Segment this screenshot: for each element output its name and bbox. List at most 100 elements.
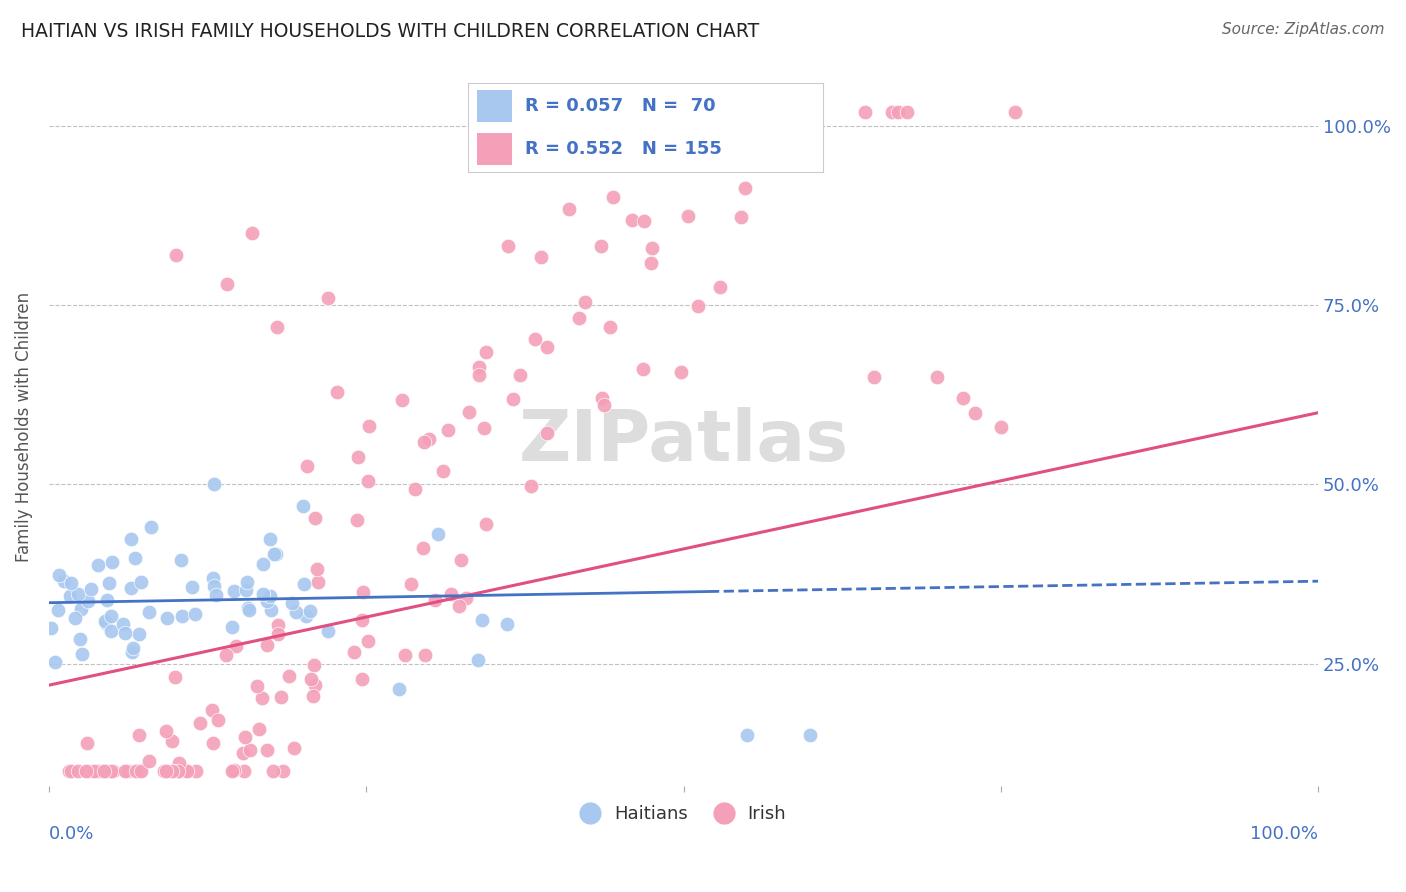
Point (352, 613, 374, 627)
Point (63, 611, 86, 625)
Point (52, 574, 75, 588)
Point (621, 213, 644, 227)
Point (474, 517, 496, 532)
Point (236, 575, 259, 590)
Point (162, 764, 184, 779)
Point (799, 728, 821, 742)
Point (80, 582, 103, 597)
Point (666, 111, 689, 125)
Point (222, 584, 245, 599)
Point (291, 499, 314, 513)
Point (524, 332, 547, 346)
Point (207, 713, 229, 727)
Point (101, 764, 124, 779)
Point (225, 639, 247, 653)
Point (263, 547, 285, 561)
Text: ZIPatlas: ZIPatlas (519, 407, 849, 475)
Point (633, 213, 655, 227)
Point (221, 620, 243, 634)
Point (138, 605, 160, 619)
Point (965, 406, 987, 420)
Point (101, 555, 124, 569)
Point (676, 209, 699, 223)
Point (599, 319, 621, 334)
Point (298, 604, 321, 618)
Point (412, 434, 434, 449)
Point (454, 591, 477, 606)
Point (346, 450, 368, 464)
Point (641, 241, 664, 255)
Text: 100.0%: 100.0% (1250, 825, 1319, 843)
Point (709, 279, 731, 293)
Point (202, 572, 225, 586)
Point (202, 477, 225, 491)
Point (180, 580, 202, 594)
Point (66, 764, 89, 779)
Point (686, 299, 709, 313)
Point (201, 736, 224, 750)
Point (271, 764, 294, 779)
Point (100, 624, 122, 638)
Point (76, 735, 98, 749)
Point (591, 239, 613, 253)
Point (70, 602, 93, 616)
Point (58, 589, 80, 603)
Point (155, 724, 177, 739)
Point (232, 764, 254, 779)
Point (475, 345, 498, 359)
Point (252, 587, 274, 601)
Point (205, 588, 228, 602)
Point (260, 603, 283, 617)
Point (69, 632, 91, 646)
Point (138, 754, 160, 768)
Point (304, 658, 326, 673)
Point (735, 133, 758, 147)
Point (471, 613, 494, 627)
Point (100, 764, 122, 779)
Point (46, 602, 69, 616)
Point (239, 743, 262, 757)
Text: Source: ZipAtlas.com: Source: ZipAtlas.com (1222, 22, 1385, 37)
Point (202, 579, 225, 593)
Point (94, 616, 117, 631)
Point (235, 582, 257, 597)
Point (316, 624, 339, 638)
Point (394, 648, 416, 662)
Point (44, 655, 66, 669)
Point (304, 510, 326, 524)
Point (880, 104, 903, 119)
Point (120, 581, 142, 595)
Point (356, 634, 378, 648)
Point (256, 594, 278, 608)
Point (156, 611, 179, 625)
Point (152, 764, 174, 779)
Point (87, 558, 110, 573)
Point (98, 764, 121, 779)
Point (58, 764, 80, 779)
Point (536, 426, 558, 441)
Point (174, 764, 197, 779)
Point (165, 248, 187, 262)
Point (697, 104, 720, 119)
Point (128, 728, 150, 742)
Point (93, 764, 115, 779)
Point (98, 764, 121, 779)
Point (502, 392, 524, 406)
Point (167, 764, 190, 779)
Point (1004, 104, 1026, 119)
Point (124, 550, 146, 565)
Point (602, 190, 624, 204)
Point (233, 730, 256, 744)
Point (357, 475, 380, 489)
Point (399, 576, 422, 591)
Point (256, 743, 278, 757)
Point (304, 678, 326, 692)
Point (125, 764, 148, 779)
Point (536, 340, 558, 354)
Point (201, 703, 224, 717)
Point (153, 764, 176, 779)
Point (591, 391, 613, 405)
Point (721, 151, 744, 165)
Point (238, 601, 260, 615)
Point (450, 553, 472, 567)
